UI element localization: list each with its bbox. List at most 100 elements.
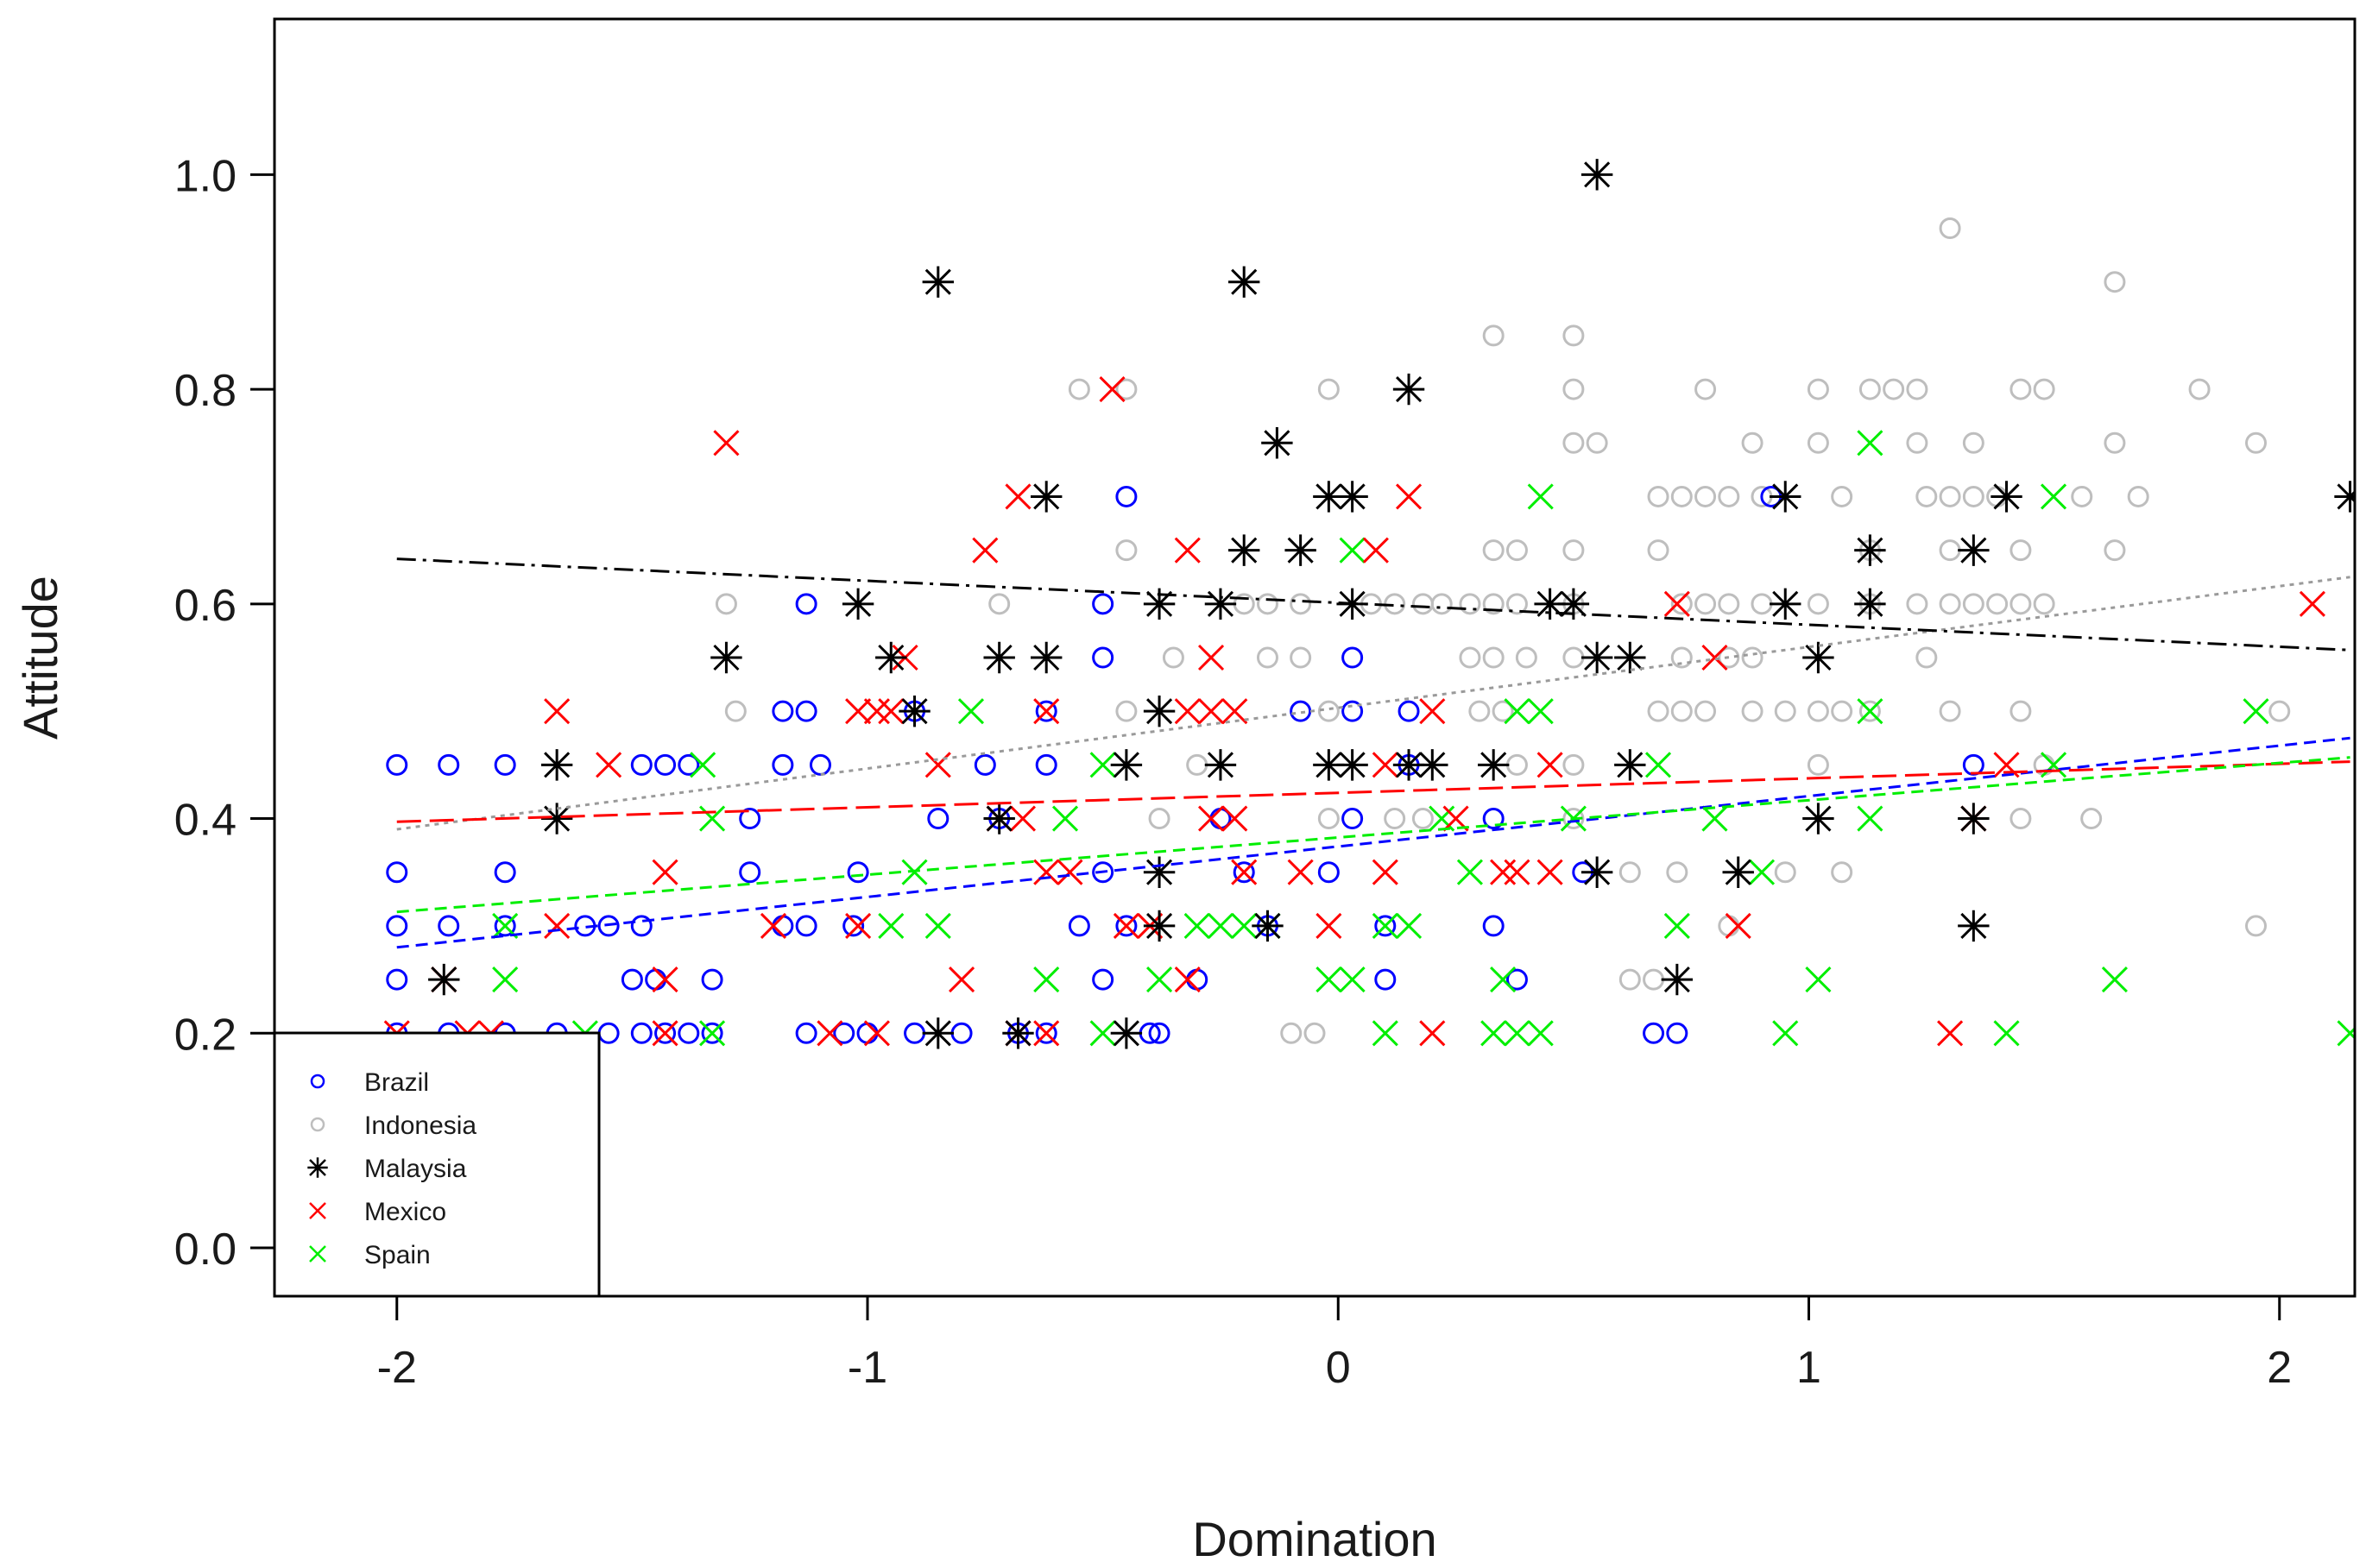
data-point [1536, 752, 1563, 778]
data-point [1339, 967, 1366, 993]
data-point [863, 698, 890, 725]
data-point [1883, 378, 1905, 400]
data-point [1174, 967, 1201, 993]
data-point [1033, 1020, 1060, 1047]
data-point [1261, 427, 1293, 459]
data-point [2071, 485, 2093, 507]
data-point [1906, 378, 1928, 400]
data-point [2334, 481, 2355, 513]
data-point [1416, 749, 1448, 781]
y-axis-title: Attitude [13, 576, 67, 740]
data-point [1958, 910, 1990, 942]
data-point [845, 912, 872, 939]
data-point [1618, 861, 1641, 884]
data-point [1701, 805, 1728, 832]
legend-item-mexico: Mexico [309, 1198, 446, 1226]
y-axis: 0.0 0.2 0.4 0.6 0.8 1.0 [174, 151, 276, 1275]
data-point [1143, 910, 1176, 942]
data-point [760, 912, 787, 939]
data-point [988, 593, 1011, 615]
data-point [1459, 646, 1481, 669]
data-point [1204, 588, 1237, 620]
x-axis: -2 -1 0 1 2 [377, 1294, 2292, 1393]
data-point [1113, 912, 1139, 939]
data-point [1035, 1022, 1057, 1044]
legend-item-indonesia: Indonesia [310, 1111, 476, 1140]
legend: Brazil Indonesia Malaysia Mexico Spain [273, 1031, 601, 1298]
data-point [1618, 968, 1641, 991]
data-point [1722, 856, 1754, 888]
data-point [1580, 641, 1613, 674]
data-point [1857, 805, 1883, 832]
data-point [630, 1022, 653, 1044]
data-point [795, 700, 817, 722]
data-point [1110, 1017, 1143, 1049]
data-point [1906, 431, 1928, 454]
data-point [1802, 641, 1834, 674]
data-point [1647, 485, 1669, 507]
legend-item-malaysia: Malaysia [307, 1155, 467, 1183]
data-point [1231, 859, 1258, 885]
data-point [1303, 1022, 1326, 1044]
data-point [1009, 805, 1037, 832]
data-point [1562, 753, 1585, 776]
data-point [948, 967, 975, 993]
data-point [1504, 698, 1530, 725]
data-point [1854, 534, 1886, 566]
data-point [710, 641, 742, 674]
data-point [1143, 588, 1176, 620]
data-point [1858, 378, 1881, 400]
data-point [1341, 700, 1364, 722]
data-point [1317, 700, 1340, 722]
data-point [1562, 431, 1585, 454]
data-point [2104, 431, 2126, 454]
data-point [428, 963, 460, 996]
data-point [1774, 700, 1796, 722]
data-point [1741, 431, 1763, 454]
data-point [1831, 700, 1853, 722]
data-point [1290, 700, 1312, 722]
data-point [2244, 915, 2267, 937]
data-point [1256, 646, 1278, 669]
data-point [1336, 749, 1368, 781]
data-point [1256, 593, 1278, 615]
data-point [847, 861, 869, 884]
data-point [386, 753, 408, 776]
data-point [842, 915, 865, 937]
data-point [927, 808, 950, 830]
data-point [1670, 646, 1693, 669]
data-point [1143, 856, 1176, 888]
data-point [1536, 859, 1563, 885]
data-point [2010, 378, 2032, 400]
data-point [924, 912, 951, 939]
data-point [1937, 1020, 1964, 1047]
data-point [1419, 1020, 1446, 1047]
data-point [1197, 698, 1225, 725]
data-point [1482, 646, 1505, 669]
data-point [1092, 968, 1114, 991]
data-point [438, 753, 460, 776]
data-point [1341, 808, 1364, 830]
data-point [386, 968, 408, 991]
data-point [1663, 590, 1690, 617]
data-point [1562, 324, 1585, 347]
x-tick-label: -1 [848, 1343, 887, 1393]
data-point [1774, 861, 1796, 884]
data-point [1504, 859, 1530, 885]
data-point [1035, 753, 1057, 776]
data-point [1718, 485, 1740, 507]
data-point [1986, 593, 2009, 615]
data-point [1233, 861, 1255, 884]
data-point [1336, 481, 1368, 513]
data-point [1005, 483, 1032, 510]
data-point [713, 430, 740, 457]
data-point [1915, 485, 1938, 507]
data-point [1492, 700, 1514, 722]
data-point [863, 1020, 890, 1047]
data-point [2127, 485, 2149, 507]
data-point [842, 588, 874, 620]
data-point [1643, 1022, 1665, 1044]
x-tick-label: -2 [377, 1343, 417, 1393]
data-point [1939, 217, 1961, 240]
data-point [875, 641, 907, 674]
